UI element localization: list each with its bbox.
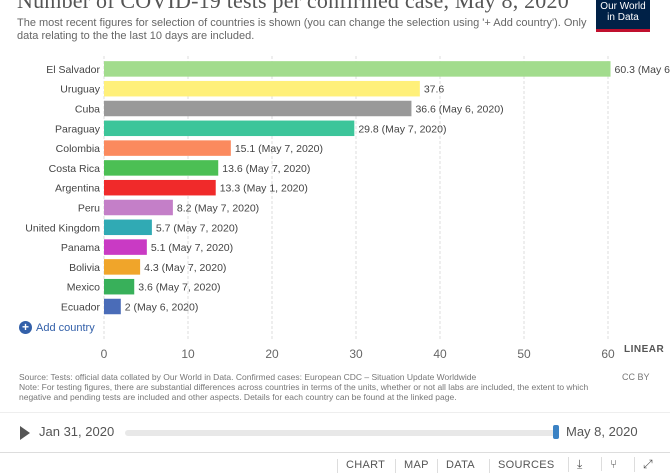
bar-argentina <box>104 179 216 196</box>
timeline-handle[interactable] <box>553 425 559 439</box>
logo-line-1: Our World <box>600 1 646 12</box>
x-tick-label: 0 <box>101 347 108 361</box>
category-label: Cuba <box>75 104 100 116</box>
download-icon[interactable]: ⤓ <box>568 457 582 472</box>
category-label: Peru <box>78 203 100 215</box>
add-country-label: Add country <box>36 321 95 334</box>
category-label: Panama <box>61 242 100 254</box>
category-label: El Salvador <box>46 64 100 76</box>
category-label: Uruguay <box>60 84 100 96</box>
category-label: Costa Rica <box>49 163 101 175</box>
bar-ecuador <box>104 298 121 315</box>
category-label: Ecuador <box>61 302 101 314</box>
data-label: 37.6 <box>424 84 445 96</box>
bar-bolivia <box>104 259 141 275</box>
data-label: 29.8 (May 7, 2020) <box>358 123 446 135</box>
bottom-tabs: CHART MAP DATA SOURCES ⤓ ⑂ ⤢ <box>0 452 670 473</box>
tab-data[interactable]: DATA <box>437 459 475 473</box>
x-tick-label: 10 <box>181 347 195 361</box>
chart-title: Number of COVID-19 tests per confirmed c… <box>17 0 569 13</box>
data-label: 5.7 (May 7, 2020) <box>156 222 238 234</box>
bar-chart: 0 10 20 30 40 50 60 El Salvador 60.3 (May 6, 202… <box>25 56 670 361</box>
bar-mexico <box>104 278 135 295</box>
data-label: 15.1 (May 7, 2020) <box>235 143 323 155</box>
timeline-end-date: May 8, 2020 <box>566 424 638 439</box>
x-tick-label: 60 <box>601 347 615 361</box>
bar-panama <box>104 239 147 255</box>
note-text: Note: For testing figures, there are sub… <box>19 382 589 402</box>
category-label: Mexico <box>67 282 100 294</box>
data-label: 5.1 (May 7, 2020) <box>151 242 233 254</box>
timeline: Jan 31, 2020 May 8, 2020 <box>0 412 670 449</box>
expand-icon[interactable]: ⤢ <box>634 457 653 472</box>
x-tick-label: 30 <box>349 347 363 361</box>
category-label: Argentina <box>55 183 100 195</box>
data-label: 36.6 (May 6, 2020) <box>415 104 503 116</box>
category-label: Colombia <box>56 143 101 155</box>
category-label: United Kingdom <box>25 222 100 234</box>
category-label: Paraguay <box>55 123 101 135</box>
data-label: 4.3 (May 7, 2020) <box>144 262 226 274</box>
data-label: 3.6 (May 7, 2020) <box>138 282 220 294</box>
timeline-track[interactable] <box>125 430 558 436</box>
data-label: 13.6 (May 7, 2020) <box>222 163 310 175</box>
bar-peru <box>104 199 173 216</box>
bar-paraguay <box>104 120 355 137</box>
share-icon[interactable]: ⑂ <box>601 457 617 471</box>
play-icon[interactable] <box>20 426 30 440</box>
data-label: 8.2 (May 7, 2020) <box>177 203 259 215</box>
chart-subtitle: The most recent figures for selection of… <box>17 17 587 42</box>
category-label: Bolivia <box>69 262 100 274</box>
data-label: 60.3 (May 6, 2020) <box>615 64 670 76</box>
data-label: 2 (May 6, 2020) <box>125 302 199 314</box>
plus-icon: + <box>19 321 32 334</box>
x-tick-label: 20 <box>265 347 279 361</box>
timeline-start-date: Jan 31, 2020 <box>39 424 115 439</box>
bar-colombia <box>104 140 231 156</box>
add-country-button[interactable]: + Add country <box>19 321 95 334</box>
bar-uruguay <box>104 80 420 97</box>
logo-line-2: in Data <box>607 12 639 23</box>
tab-map[interactable]: MAP <box>395 459 429 473</box>
x-tick-label: 50 <box>517 347 531 361</box>
tab-chart[interactable]: CHART <box>337 459 385 473</box>
bar-el-salvador <box>104 61 611 77</box>
bar-cuba <box>104 100 412 117</box>
x-tick-label: 40 <box>433 347 447 361</box>
data-label: 13.3 (May 1, 2020) <box>220 183 308 195</box>
source-note: Source: Tests: official data collated by… <box>19 372 614 402</box>
bar-united-kingdom <box>104 219 152 236</box>
tab-sources[interactable]: SOURCES <box>489 459 555 473</box>
source-text[interactable]: Source: Tests: official data collated by… <box>19 372 477 382</box>
bar-costa-rica <box>104 160 219 176</box>
owid-logo[interactable]: Our World in Data <box>596 0 650 32</box>
scale-toggle[interactable]: LINEAR <box>624 344 665 355</box>
license-link[interactable]: CC BY <box>622 372 650 382</box>
